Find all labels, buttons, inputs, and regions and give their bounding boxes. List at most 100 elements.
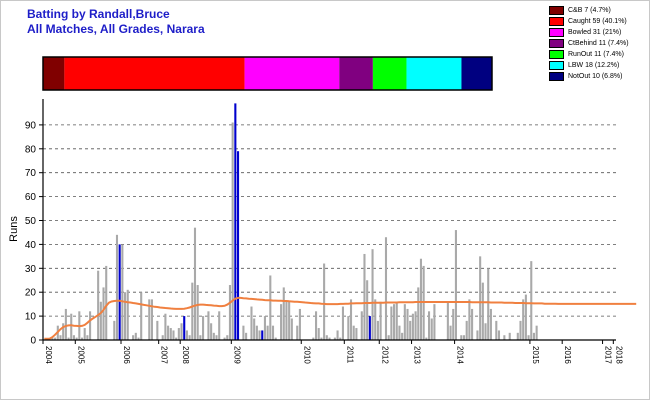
x-tick-label-13: 2017 (604, 346, 613, 364)
runs-bar (258, 330, 261, 340)
runs-bar (280, 304, 283, 340)
runs-bar (414, 311, 417, 340)
runs-bar (202, 316, 205, 340)
runs-bar (245, 332, 248, 340)
runs-bar (75, 337, 78, 340)
legend-swatch-cb (549, 6, 564, 15)
runs-bar (115, 234, 119, 340)
runs-bar (462, 335, 466, 340)
runs-bar (99, 301, 102, 340)
runs-bar (427, 311, 431, 340)
legend-item-ctbehind: CtBehind 11 (7.4%) (549, 38, 649, 49)
runs-bar (231, 122, 234, 340)
runs-bar (51, 337, 54, 340)
runs-bar (454, 230, 457, 340)
dismissal-segment-0 (43, 57, 65, 90)
runs-bar (223, 337, 226, 340)
runs-bar (328, 337, 331, 340)
runs-bar (390, 306, 393, 340)
x-tick-label-1: 2005 (76, 346, 85, 364)
dismissal-segment-6 (461, 57, 492, 90)
runs-bar (83, 328, 86, 340)
notout-bar (234, 103, 237, 340)
runs-bar (336, 330, 339, 340)
runs-bar (296, 325, 299, 340)
runs-bar (516, 332, 519, 340)
runs-bar (97, 270, 100, 340)
y-tick-label-4: 40 (25, 240, 37, 251)
legend-swatch-notout (549, 72, 564, 81)
runs-bar (175, 337, 178, 340)
runs-bar (226, 335, 229, 340)
notout-bar (118, 244, 121, 340)
runs-bar (522, 299, 525, 340)
runs-bar (80, 337, 84, 340)
runs-bar (471, 308, 474, 340)
y-tick-label-7: 70 (25, 168, 37, 179)
runs-bar (196, 285, 199, 340)
runs-bar (487, 268, 490, 340)
x-tick-label-7: 2011 (345, 346, 354, 364)
runs-bar (124, 292, 127, 340)
runs-bar (339, 337, 342, 340)
runs-bar (355, 328, 358, 340)
y-tick-label-5: 50 (25, 216, 37, 227)
y-tick-label-8: 80 (25, 144, 37, 155)
runs-bar (177, 328, 180, 340)
runs-bar (263, 316, 266, 340)
legend-swatch-lbw (549, 61, 564, 70)
legend-label-runout: RunOut 11 (7.4%) (568, 51, 624, 58)
runs-bar (271, 325, 275, 340)
runs-bar (395, 301, 398, 340)
legend-label-notout: NotOut 10 (6.8%) (568, 73, 623, 80)
runs-bar (323, 263, 326, 340)
runs-bar (527, 335, 530, 340)
runs-bar (433, 304, 436, 340)
dismissal-bar-border (42, 56, 493, 91)
runs-bar (352, 325, 355, 340)
runs-bar (172, 330, 175, 340)
runs-bar (269, 275, 272, 340)
x-tick-label-9: 2013 (413, 346, 422, 364)
dismissal-segment-4 (372, 57, 407, 90)
runs-bar (376, 320, 379, 340)
x-tick-label-11: 2015 (531, 346, 540, 364)
runs-bar (86, 335, 89, 340)
y-tick-label-6: 60 (25, 192, 37, 203)
runs-bar (150, 299, 153, 340)
runs-bar (535, 325, 538, 340)
runs-bar (417, 287, 420, 340)
runs-bar (59, 335, 62, 340)
runs-bar (105, 265, 108, 340)
notout-bar (236, 151, 240, 340)
runs-bar (481, 282, 484, 340)
runs-bar (169, 328, 172, 340)
runs-bar (384, 237, 388, 340)
legend-swatch-runout (549, 50, 564, 59)
runs-bar (255, 325, 258, 340)
runs-bar (320, 337, 323, 340)
runs-bar (325, 335, 328, 340)
runs-bar (349, 299, 353, 340)
chart-title: Batting by Randall,Bruce (27, 7, 170, 21)
notout-bar (261, 330, 264, 340)
runs-bar (519, 320, 522, 340)
runs-bar (140, 292, 143, 340)
runs-bar (212, 332, 215, 340)
runs-bar (452, 308, 455, 340)
runs-bar (54, 337, 57, 340)
legend-label-caught: Caught 59 (40.1%) (568, 18, 627, 25)
runs-bar (199, 335, 202, 340)
runs-bar (489, 308, 492, 340)
runs-bar (503, 335, 506, 340)
runs-bar (465, 320, 468, 340)
runs-bar (317, 328, 320, 340)
runs-bar (137, 337, 140, 340)
runs-bar (379, 301, 382, 340)
runs-bar (366, 280, 369, 340)
notout-bar (183, 316, 186, 340)
dismissal-segment-3 (339, 57, 373, 90)
runs-bar (185, 330, 188, 340)
x-tick-label-2: 2006 (122, 346, 131, 364)
